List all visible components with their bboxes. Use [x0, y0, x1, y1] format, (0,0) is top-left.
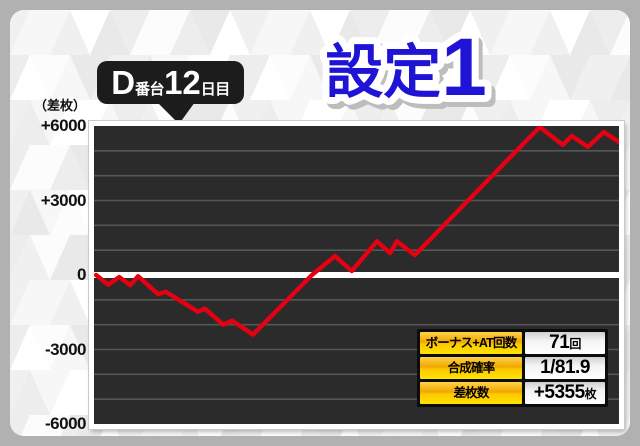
stats-row-value: 71回	[525, 332, 605, 354]
y-axis-tick-label: +6000	[40, 116, 87, 135]
machine-day-badge-segment: 日目	[200, 81, 231, 98]
slump-graph-line	[94, 126, 619, 337]
setting-title: 設定1 設定1	[318, 24, 498, 116]
y-axis-tick-label: 0	[77, 265, 86, 284]
stats-row-label: ボーナス+AT回数	[420, 332, 522, 354]
stats-table: ボーナス+AT回数 71回 合成確率 1/81.9 差枚数 +5355枚	[417, 329, 608, 407]
stats-row-value: +5355枚	[525, 382, 605, 404]
y-axis-tick-label: +3000	[40, 190, 87, 210]
machine-day-badge-segment: D	[111, 64, 136, 101]
stats-value-unit: 回	[569, 337, 581, 351]
y-axis-tick-label: -3000	[45, 339, 86, 359]
stats-value-unit: 枚	[584, 387, 597, 401]
machine-day-badge-segment: 番台	[135, 81, 165, 98]
stats-row-label: 合成確率	[420, 357, 522, 379]
machine-day-badge-segment: 12	[164, 64, 201, 101]
badge-tail	[157, 102, 195, 124]
setting-title-shadow: 設定1	[329, 27, 491, 116]
stats-row-label: 差枚数	[420, 382, 522, 404]
y-axis-unit-label: （差枚）	[33, 98, 86, 113]
stats-row-value: 1/81.9	[525, 357, 605, 379]
setting-title-text: 設定1	[325, 24, 487, 113]
result-card: 設定1 設定1 D 番台 12 日目 （差枚） +6000 +3000 0 -3000 -60…	[10, 10, 630, 436]
machine-day-badge: D 番台 12 日目	[97, 61, 244, 104]
y-axis-tick-label: -6000	[45, 414, 86, 433]
